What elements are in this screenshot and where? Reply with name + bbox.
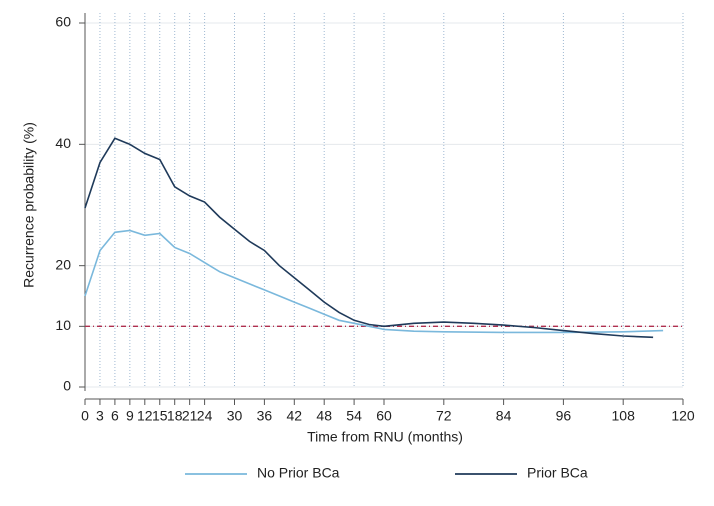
series-line [84, 229, 664, 334]
x-tick-label: 96 [556, 408, 572, 424]
y-tick-label: 20 [55, 256, 71, 272]
x-tick-label: 42 [287, 408, 303, 424]
legend-label: No Prior BCa [257, 465, 340, 481]
x-tick-label: 36 [257, 408, 273, 424]
x-tick-label: 48 [316, 408, 332, 424]
x-tick-label: 24 [197, 408, 213, 424]
x-tick-label: 60 [376, 408, 392, 424]
y-tick-label: 10 [55, 317, 71, 333]
x-tick-label: 9 [126, 408, 134, 424]
x-tick-label: 30 [227, 408, 243, 424]
x-tick-label: 120 [671, 408, 695, 424]
x-tick-label: 15 [152, 408, 168, 424]
x-tick-label: 54 [346, 408, 362, 424]
series-line [84, 137, 654, 339]
y-tick-label: 0 [63, 378, 71, 394]
x-tick-label: 108 [612, 408, 636, 424]
x-tick-label: 12 [137, 408, 153, 424]
x-tick-label: 84 [496, 408, 512, 424]
y-axis-title: Recurrence probability (%) [21, 122, 37, 288]
x-tick-label: 18 [167, 408, 183, 424]
y-tick-label: 60 [55, 14, 71, 30]
x-tick-label: 72 [436, 408, 452, 424]
x-tick-label: 0 [81, 408, 89, 424]
x-tick-label: 6 [111, 408, 119, 424]
x-tick-label: 21 [182, 408, 198, 424]
y-tick-label: 40 [55, 135, 71, 151]
x-axis-title: Time from RNU (months) [307, 429, 463, 445]
x-tick-label: 3 [96, 408, 104, 424]
legend-label: Prior BCa [527, 465, 588, 481]
